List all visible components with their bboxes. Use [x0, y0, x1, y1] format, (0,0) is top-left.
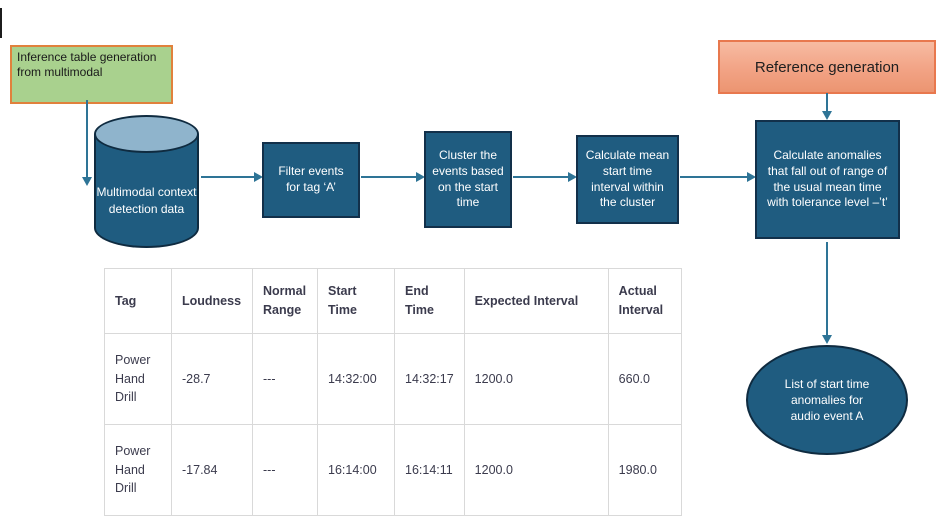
- cell-expected-interval: 1200.0: [463, 333, 609, 425]
- screen-edge-artifact: [0, 8, 2, 38]
- cell-loudness: -28.7: [171, 333, 253, 425]
- col-header-actual-interval: Actual Interval: [607, 268, 682, 334]
- output-ellipse: List of start time anomalies for audio e…: [746, 345, 908, 455]
- inference-table: Tag Loudness Normal Range Start Time End…: [104, 268, 682, 516]
- cylinder-body: [94, 134, 199, 248]
- arrow-filter-to-cluster: [361, 172, 425, 182]
- inference-note-box: Inference table generation from multimod…: [10, 45, 173, 104]
- col-header-start-time: Start Time: [317, 268, 395, 334]
- reference-generation-label: Reference generation: [754, 58, 900, 76]
- cell-tag: Power Hand Drill: [104, 424, 172, 516]
- arrowhead-right-icon: [747, 172, 756, 182]
- arrowhead-right-icon: [416, 172, 425, 182]
- arrowhead-down-icon: [822, 335, 832, 344]
- col-header-normal-range: Normal Range: [252, 268, 318, 334]
- cell-loudness: -17.84: [171, 424, 253, 516]
- table-header-row: Tag Loudness Normal Range Start Time End…: [104, 268, 682, 334]
- cell-start-time: 14:32:00: [317, 333, 395, 425]
- output-ellipse-label: List of start time anomalies for audio e…: [784, 376, 870, 424]
- step-cluster-label: Cluster the events based on the start ti…: [432, 147, 504, 210]
- arrow-note-to-datastore: [82, 100, 92, 186]
- cell-normal-range: ---: [252, 333, 318, 425]
- arrowhead-right-icon: [254, 172, 263, 182]
- inference-note-label: Inference table generation from multimod…: [17, 50, 157, 80]
- cell-end-time: 16:14:11: [394, 424, 465, 516]
- cell-start-time: 16:14:00: [317, 424, 395, 516]
- cell-tag: Power Hand Drill: [104, 333, 172, 425]
- cell-end-time: 14:32:17: [394, 333, 465, 425]
- col-header-tag: Tag: [104, 268, 172, 334]
- arrowhead-down-icon: [82, 177, 92, 186]
- reference-generation-box: Reference generation: [718, 40, 936, 94]
- step-mean-interval: Calculate mean start time interval withi…: [576, 135, 679, 224]
- cell-actual-interval: 1980.0: [607, 424, 682, 516]
- arrowhead-right-icon: [568, 172, 577, 182]
- col-header-end-time: End Time: [394, 268, 465, 334]
- arrow-anomalies-to-output: [822, 242, 832, 344]
- step-mean-label: Calculate mean start time interval withi…: [585, 147, 670, 210]
- datastore-label: Multimodal context detection data: [96, 185, 197, 216]
- col-header-loudness: Loudness: [171, 268, 253, 334]
- step-filter-events: Filter events for tag ‘A’: [262, 142, 360, 218]
- step-calculate-anomalies: Calculate anomalies that fall out of ran…: [755, 120, 900, 239]
- cell-actual-interval: 660.0: [607, 333, 682, 425]
- cell-expected-interval: 1200.0: [463, 424, 609, 516]
- datastore-cylinder: Multimodal context detection data: [94, 115, 199, 248]
- arrow-cluster-to-mean: [513, 172, 577, 182]
- col-header-expected-interval: Expected Interval: [463, 268, 609, 334]
- arrow-reference-to-anomalies: [822, 93, 832, 120]
- arrowhead-down-icon: [822, 111, 832, 120]
- table-row: Power Hand Drill -28.7 --- 14:32:00 14:3…: [104, 333, 682, 425]
- cell-normal-range: ---: [252, 424, 318, 516]
- cylinder-top: [94, 115, 199, 153]
- step-filter-label: Filter events for tag ‘A’: [278, 164, 344, 194]
- arrow-mean-to-anomalies: [680, 172, 756, 182]
- table-row: Power Hand Drill -17.84 --- 16:14:00 16:…: [104, 424, 682, 516]
- step-anomalies-label: Calculate anomalies that fall out of ran…: [767, 147, 888, 210]
- arrow-datastore-to-filter: [201, 172, 263, 182]
- step-cluster-events: Cluster the events based on the start ti…: [424, 131, 512, 228]
